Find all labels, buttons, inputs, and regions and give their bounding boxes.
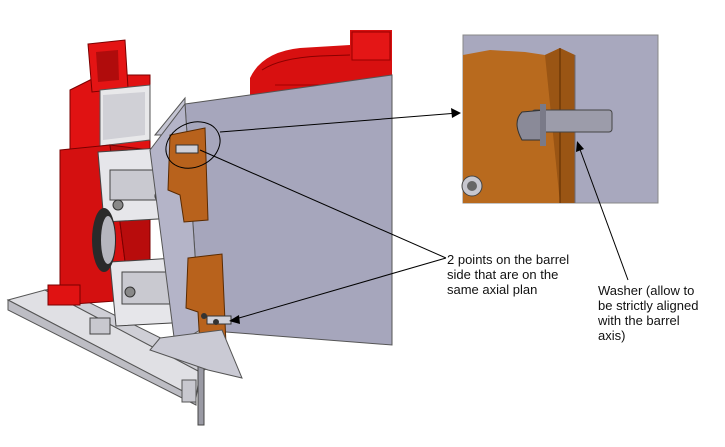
- leader-bottom-point: [231, 257, 447, 321]
- detail-inset: [461, 34, 659, 204]
- support-rod: [197, 364, 205, 426]
- washer-label: Washer (allow to be strictly aligned wit…: [598, 283, 720, 343]
- assembly-illustration: [6, 30, 393, 426]
- leader-top-point: [199, 149, 447, 259]
- washer-line-4: axis): [598, 328, 626, 343]
- barrel-points-line-2: side that are on the: [447, 267, 559, 282]
- barrel-lower-plate: [149, 329, 243, 379]
- washer-line-3: with the barrel: [598, 313, 680, 328]
- washer-line-1: Washer (allow to: [598, 283, 695, 298]
- arrowhead-bottom: [229, 315, 240, 324]
- highlight-ellipse: [165, 121, 221, 169]
- arrowheads: [229, 108, 584, 324]
- barrel-points-label: 2 points on the barrel side that are on …: [447, 252, 597, 297]
- washer-detail: [516, 104, 613, 146]
- annotation-lines: [165, 112, 629, 321]
- arrowhead-inset: [451, 108, 461, 118]
- barrel-points-line-1: 2 points on the barrel: [447, 252, 570, 267]
- leader-washer: [577, 143, 629, 281]
- washer-line-2: be strictly aligned: [598, 298, 699, 313]
- leader-to-inset: [219, 112, 459, 133]
- barrel-points-line-3: same axial plan: [447, 282, 538, 297]
- arrowhead-washer: [576, 141, 584, 152]
